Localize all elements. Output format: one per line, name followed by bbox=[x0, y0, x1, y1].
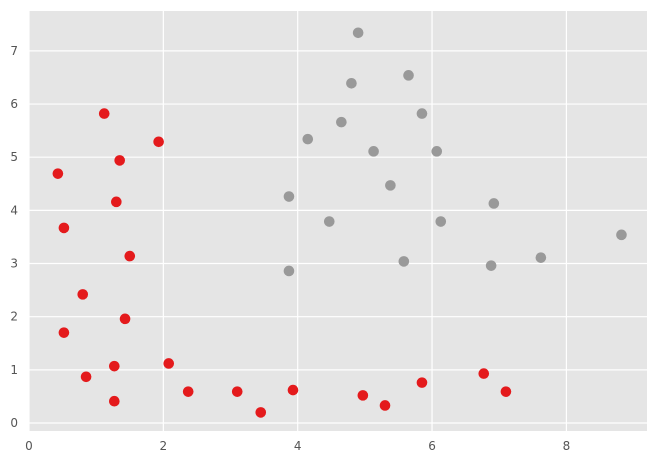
scatter-point bbox=[111, 196, 122, 208]
scatter-point bbox=[379, 400, 391, 411]
scatter-point bbox=[485, 260, 497, 271]
scatter-point bbox=[80, 371, 92, 383]
y-tick-label: 3 bbox=[10, 257, 18, 271]
scatter-point bbox=[500, 386, 512, 397]
x-tick-label: 0 bbox=[25, 439, 33, 453]
plot-area bbox=[29, 11, 647, 431]
scatter-point bbox=[403, 70, 414, 81]
y-tick-label: 5 bbox=[10, 150, 18, 164]
scatter-point bbox=[109, 395, 120, 407]
x-tick-label: 4 bbox=[294, 439, 302, 453]
scatter-point bbox=[368, 146, 379, 157]
x-tick-label: 6 bbox=[428, 439, 436, 453]
scatter-point bbox=[385, 180, 396, 191]
scatter-point bbox=[336, 116, 347, 128]
x-tick-label: 2 bbox=[160, 439, 168, 453]
y-tick-label: 4 bbox=[10, 203, 18, 217]
scatter-point bbox=[488, 198, 500, 209]
scatter-point bbox=[616, 229, 627, 241]
scatter-point bbox=[58, 327, 70, 338]
scatter-point bbox=[182, 386, 194, 397]
y-tick-label: 7 bbox=[10, 44, 18, 58]
x-tick-label: 8 bbox=[563, 439, 571, 453]
scatter-point bbox=[346, 78, 357, 89]
scatter-point bbox=[58, 222, 70, 234]
scatter-point bbox=[283, 191, 295, 202]
scatter-point bbox=[109, 360, 120, 372]
scatter-point bbox=[98, 108, 110, 119]
scatter-point bbox=[535, 252, 547, 263]
scatter-point bbox=[255, 407, 267, 418]
scatter-point bbox=[124, 250, 136, 262]
series-1 bbox=[283, 27, 627, 277]
scatter-point bbox=[478, 368, 490, 379]
scatter-point bbox=[77, 289, 89, 300]
y-tick-label: 0 bbox=[10, 416, 18, 430]
scatter-point bbox=[119, 313, 131, 325]
scatter-point bbox=[114, 155, 125, 166]
scatter-point bbox=[231, 386, 243, 397]
scatter-point bbox=[153, 136, 164, 148]
scatter-point bbox=[283, 265, 295, 277]
grid-lines bbox=[28, 11, 647, 431]
data-points bbox=[52, 27, 627, 418]
y-tick-label: 2 bbox=[10, 310, 18, 324]
scatter-point bbox=[52, 168, 64, 179]
y-axis-tick-labels: 0 1 2 3 4 5 6 7 bbox=[10, 44, 18, 430]
scatter-point bbox=[416, 377, 428, 388]
scatter-point bbox=[287, 384, 299, 396]
scatter-point bbox=[302, 133, 314, 145]
scatter-point bbox=[163, 358, 175, 369]
x-axis-tick-labels: 0 2 4 6 8 bbox=[25, 439, 570, 453]
scatter-point bbox=[431, 146, 443, 157]
series-0 bbox=[52, 108, 512, 418]
scatter-point bbox=[435, 216, 447, 227]
y-tick-label: 6 bbox=[10, 97, 18, 111]
scatter-point bbox=[398, 256, 410, 267]
scatter-point bbox=[357, 390, 369, 401]
scatter-point bbox=[352, 27, 364, 39]
y-tick-label: 1 bbox=[10, 363, 18, 377]
scatter-point bbox=[416, 108, 428, 119]
scatter-point bbox=[323, 216, 335, 227]
